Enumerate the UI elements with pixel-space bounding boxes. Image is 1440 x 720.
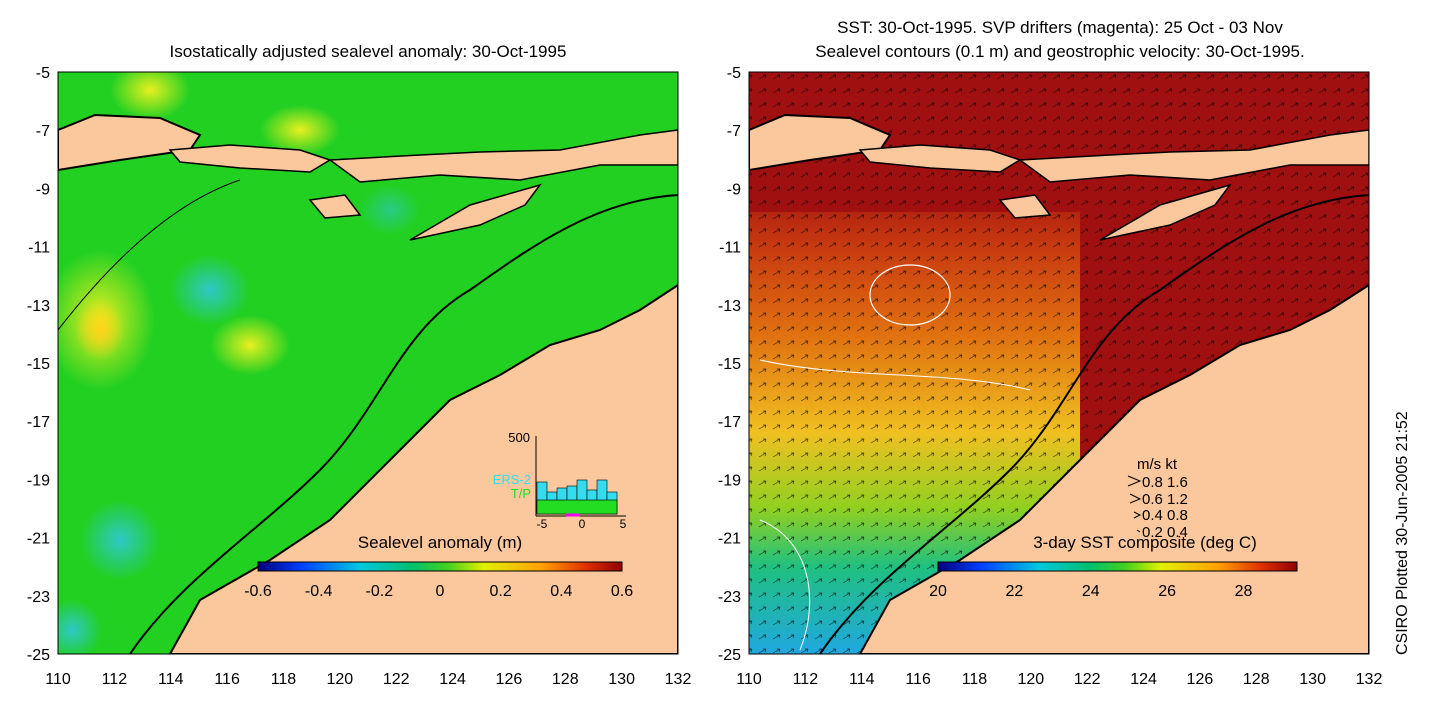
histogram-xtick-min: -5 (537, 517, 548, 531)
velocity-legend-row-0.6: 0.6 1.2 (1142, 491, 1188, 508)
left-x-tick: 130 (608, 671, 635, 688)
left-y-tick: -13 (27, 298, 50, 315)
histogram-ymax-label: 500 (508, 430, 530, 445)
left-x-axis: 110 112 114 116 118 120 122 124 126 128 130 132 (45, 671, 691, 688)
credit-label: CSIRO Plotted 30-Jun-2005 21:52 (1394, 411, 1411, 655)
right-y-tick: -15 (718, 356, 741, 373)
left-y-axis: -5 -7 -9 -11 -13 -15 -17 -19 -21 -23 -25 (27, 65, 50, 664)
left-x-tick: 126 (496, 671, 523, 688)
right-y-tick: -23 (718, 589, 741, 606)
left-colorbar-tick: -0.2 (366, 583, 394, 600)
left-colorbar-label: Sealevel anomaly (m) (358, 533, 522, 552)
right-x-tick: 130 (1299, 671, 1326, 688)
histogram-series-tp: T/P (511, 486, 531, 501)
right-colorbar-label: 3-day SST composite (deg C) (1033, 533, 1257, 552)
right-colorbar-tick: 26 (1158, 583, 1176, 600)
right-y-tick: -19 (718, 472, 741, 489)
left-colorbar-tick: -0.6 (244, 583, 272, 600)
right-colorbar-tick: 22 (1005, 583, 1023, 600)
right-y-tick: -13 (718, 298, 741, 315)
data-count-histogram: 500 ERS-2 T/P -5 0 5 (493, 430, 627, 531)
right-map-title-line1: SST: 30-Oct-1995. SVP drifters (magenta)… (837, 18, 1283, 37)
right-y-tick: -5 (727, 65, 741, 82)
right-colorbar (937, 561, 1298, 572)
right-map-title-line2: Sealevel contours (0.1 m) and geostrophi… (815, 42, 1305, 61)
left-colorbar-tick: -0.4 (305, 583, 333, 600)
velocity-legend: m/s kt 0.8 1.6 0.6 1.2 0.4 0.8 0.2 0.4 (1127, 456, 1188, 541)
right-x-tick: 128 (1243, 671, 1270, 688)
left-y-tick: -15 (27, 356, 50, 373)
left-colorbar-tick: 0 (436, 583, 445, 600)
right-y-tick: -21 (718, 531, 741, 548)
left-colorbar-tick: 0.6 (611, 583, 633, 600)
right-x-tick: 110 (736, 671, 762, 688)
left-x-tick: 124 (439, 671, 466, 688)
left-y-tick: -25 (27, 647, 50, 664)
right-y-tick: -7 (727, 123, 741, 140)
right-colorbar-ticks: 20 22 24 26 28 (929, 583, 1252, 600)
right-x-tick: 122 (1074, 671, 1101, 688)
left-x-tick: 128 (552, 671, 579, 688)
left-x-tick: 132 (665, 671, 692, 688)
histogram-xtick-zero: 0 (579, 517, 586, 531)
sst-map: -5 -7 -9 -11 -13 -15 -17 -19 -21 -23 -25 110 112 114… (718, 65, 1383, 688)
velocity-legend-row-0.8: 0.8 1.6 (1142, 474, 1188, 491)
right-colorbar-tick: 24 (1082, 583, 1100, 600)
right-x-tick: 124 (1130, 671, 1157, 688)
left-colorbar-tick: 0.4 (550, 583, 572, 600)
left-x-tick: 110 (45, 671, 71, 688)
right-x-tick: 118 (962, 671, 988, 688)
left-colorbar-tick: 0.2 (490, 583, 512, 600)
right-y-tick: -17 (718, 414, 741, 431)
left-x-tick: 116 (214, 671, 240, 688)
right-x-tick: 126 (1187, 671, 1214, 688)
right-y-tick: -25 (718, 647, 741, 664)
left-y-tick: -11 (28, 240, 50, 257)
right-y-tick: -11 (719, 240, 741, 257)
velocity-legend-header: m/s kt (1137, 456, 1178, 473)
velocity-legend-row-0.4: 0.4 0.8 (1142, 507, 1188, 524)
left-colorbar-ticks: -0.6 -0.4 -0.2 0 0.2 0.4 0.6 (244, 583, 633, 600)
right-x-tick: 120 (1017, 671, 1044, 688)
right-colorbar-tick: 20 (929, 583, 947, 600)
left-x-tick: 120 (326, 671, 353, 688)
left-x-tick: 112 (102, 671, 128, 688)
left-y-tick: -23 (27, 589, 50, 606)
left-y-tick: -7 (36, 123, 50, 140)
histogram-series-ers2: ERS-2 (493, 472, 531, 487)
left-y-tick: -17 (27, 414, 50, 431)
left-y-tick: -19 (27, 472, 50, 489)
right-y-tick: -9 (727, 181, 741, 198)
right-y-axis: -5 -7 -9 -11 -13 -15 -17 -19 -21 -23 -25 (718, 65, 741, 664)
left-map-title: Isostatically adjusted sealevel anomaly:… (169, 42, 567, 61)
left-x-tick: 114 (158, 671, 184, 688)
left-colorbar (257, 561, 623, 572)
left-y-tick: -5 (36, 65, 50, 82)
sealevel-anomaly-map: -5 -7 -9 -11 -13 -15 -17 -19 -21 -23 -25 110 112 114… (27, 65, 692, 688)
right-x-tick: 114 (849, 671, 875, 688)
right-x-tick: 116 (905, 671, 931, 688)
velocity-legend-row-0.2: 0.2 0.4 (1142, 524, 1188, 541)
right-x-tick: 132 (1356, 671, 1383, 688)
left-y-tick: -9 (36, 181, 50, 198)
right-x-axis: 110 112 114 116 118 120 122 124 126 128 130 132 (736, 671, 1382, 688)
right-x-tick: 112 (793, 671, 819, 688)
right-colorbar-tick: 28 (1235, 583, 1253, 600)
left-x-tick: 122 (383, 671, 410, 688)
histogram-xtick-max: 5 (620, 517, 627, 531)
left-y-tick: -21 (27, 531, 50, 548)
left-x-tick: 118 (271, 671, 297, 688)
